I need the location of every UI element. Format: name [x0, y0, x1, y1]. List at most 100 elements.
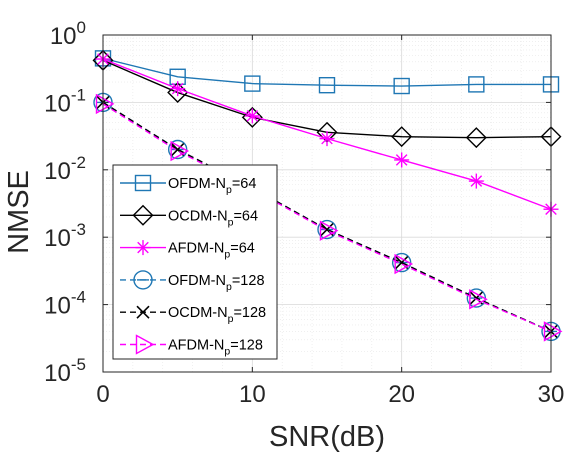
legend-entry-5: OCDM-Np=128	[120, 305, 266, 325]
y-tick-exponent: 0	[77, 18, 86, 37]
legend-label: OCDM-Np=64	[168, 208, 258, 228]
x-tick-label: 30	[538, 381, 565, 408]
marker-square	[318, 76, 336, 94]
legend-label: OCDM-Np=128	[168, 305, 266, 325]
marker-asterisk	[170, 81, 186, 97]
series-6	[95, 93, 563, 342]
marker-triangle-right	[543, 321, 563, 342]
marker-stroke	[136, 305, 150, 319]
legend-label: OFDM-Np=64	[168, 176, 256, 196]
y-tick-base: 10	[44, 293, 71, 320]
marker-diamond	[465, 127, 487, 149]
marker-stroke	[171, 142, 185, 157]
y-tick-base: 10	[44, 360, 71, 387]
marker-stroke	[171, 82, 184, 95]
marker-square	[134, 174, 152, 192]
legend-entry-2: OCDM-Np=64	[120, 204, 258, 228]
y-tick-exponent: -4	[71, 288, 86, 307]
marker-stroke	[395, 154, 408, 166]
marker-asterisk	[319, 131, 335, 147]
legend-name: OFDM-N	[168, 273, 226, 289]
marker-circle-ring	[167, 139, 188, 160]
marker-stroke	[320, 222, 334, 237]
legend-name: OCDM-N	[168, 305, 228, 321]
marker-asterisk	[394, 152, 410, 168]
y-tick-label: 10-5	[44, 355, 86, 387]
legend-entry-3: AFDM-Np=64	[120, 240, 255, 261]
legend-suffix: =64	[232, 176, 257, 192]
legend-name: AFDM-N	[168, 338, 224, 354]
marker-circle-ring	[391, 252, 412, 273]
legend: OFDM-Np=64OCDM-Np=64AFDM-Np=64OFDM-Np=12…	[112, 164, 278, 360]
legend-name: OCDM-N	[168, 208, 228, 224]
legend-entry-1: OFDM-Np=64	[120, 174, 256, 196]
marker-square	[393, 77, 410, 95]
y-tick-exponent: -5	[71, 355, 86, 374]
marker-triangle-right	[319, 220, 339, 241]
y-tick-label: 10-4	[44, 288, 86, 320]
legend-suffix: =128	[232, 273, 265, 289]
marker-stroke	[395, 256, 409, 270]
legend-subscript: p	[224, 249, 230, 261]
legend-box	[112, 164, 278, 360]
legend-suffix: =128	[233, 305, 266, 321]
marker-stroke	[137, 241, 149, 254]
legend-subscript: p	[226, 184, 232, 196]
y-tick-exponent: -2	[71, 153, 86, 172]
legend-subscript: p	[226, 281, 232, 293]
marker-circle	[133, 270, 153, 290]
legend-subscript: p	[228, 216, 234, 228]
legend-subscript: p	[228, 313, 234, 325]
x-axis-label: SNR(dB)	[269, 421, 385, 453]
legend-subscript: p	[224, 346, 230, 358]
marker-triangle-right	[469, 289, 488, 310]
marker-diamond	[132, 204, 154, 226]
legend-suffix: =64	[230, 241, 255, 257]
marker-square	[244, 75, 261, 92]
y-tick-label: 10-3	[44, 220, 86, 252]
marker-square	[468, 76, 485, 93]
marker-stroke	[469, 291, 483, 305]
legend-suffix: =64	[233, 208, 258, 224]
axes	[102, 34, 552, 373]
marker-diamond	[391, 126, 413, 148]
marker-triangle-right	[95, 93, 115, 115]
legend-entry-6: AFDM-Np=128	[120, 334, 263, 358]
legend-entry-4: OFDM-Np=128	[120, 270, 265, 293]
marker-circle-ring	[133, 270, 153, 290]
marker-x	[136, 305, 150, 319]
legend-name: OFDM-N	[168, 176, 226, 192]
marker-triangle-right	[394, 253, 414, 275]
x-tick-label: 10	[239, 381, 266, 408]
marker-diamond	[167, 82, 189, 104]
marker-asterisk	[244, 108, 260, 124]
series-line	[102, 57, 551, 87]
y-tick-label: 10-1	[44, 85, 86, 117]
marker-stroke	[321, 132, 333, 145]
y-axis-label: NMSE	[3, 170, 35, 254]
legend-name: AFDM-N	[168, 241, 224, 257]
legend-label: OFDM-Np=128	[168, 273, 265, 293]
y-tick-base: 10	[44, 225, 71, 252]
marker-asterisk	[468, 173, 484, 189]
axes-box	[102, 34, 552, 373]
x-tick-label: 0	[96, 381, 109, 408]
y-tick-label: 100	[50, 18, 86, 50]
y-tick-base: 10	[44, 90, 71, 117]
y-tick-base: 10	[50, 23, 77, 50]
y-tick-exponent: -3	[71, 220, 86, 239]
marker-triangle-right	[170, 140, 190, 162]
marker-stroke	[246, 110, 259, 122]
y-tick-label: 10-2	[44, 153, 86, 185]
marker-asterisk	[135, 240, 151, 256]
legend-suffix: =128	[230, 338, 263, 354]
legend-label: AFDM-Np=64	[168, 241, 255, 261]
marker-stroke	[470, 175, 483, 187]
series-line	[102, 103, 552, 333]
x-tick-label: 20	[388, 381, 415, 408]
y-tick-base: 10	[44, 158, 71, 185]
legend-label: AFDM-Np=128	[168, 338, 263, 358]
y-tick-exponent: -1	[71, 85, 86, 104]
